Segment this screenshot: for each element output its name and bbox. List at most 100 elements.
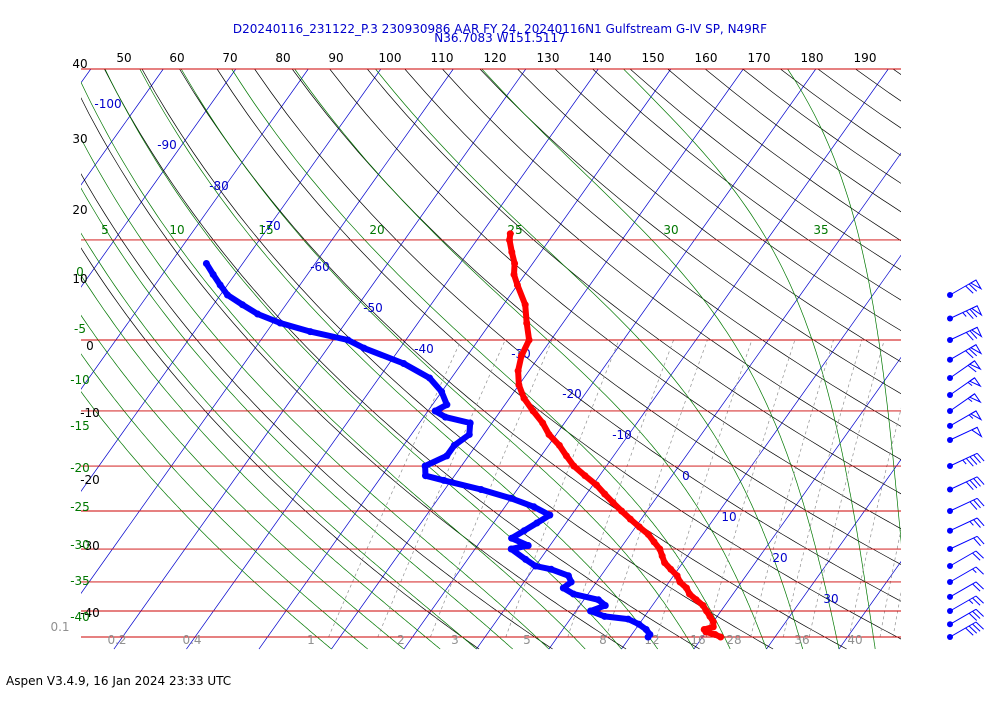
dry-adiabat-line [705, 69, 1000, 649]
temperature-profile-point [515, 367, 522, 374]
dewpoint-profile [206, 264, 650, 638]
mixing-ratio-label: 40 [847, 633, 862, 647]
dry-adiabat-line [931, 69, 1000, 649]
isotherm-label: 0 [682, 469, 690, 483]
wind-barb-half-feather [969, 415, 973, 419]
dry-adiabat-line [255, 69, 994, 649]
temperature-profile-point [651, 538, 658, 545]
dewpoint-profile-point [565, 572, 572, 579]
dewpoint-profile-point [467, 420, 474, 427]
top-axis-tick: 170 [748, 51, 771, 65]
top-axis-tick: 150 [642, 51, 665, 65]
mixing-ratio-line [706, 340, 795, 637]
temperature-profile-point [518, 352, 525, 359]
mixing-ratio-label: 16 [690, 633, 705, 647]
dewpoint-profile-point [508, 535, 515, 542]
mixing-ratio-line [329, 340, 462, 637]
mixing-ratio-label: 5 [523, 633, 531, 647]
dewpoint-profile-point [525, 542, 532, 549]
temperature-profile-point [601, 491, 608, 498]
moist-adiabat-label: -20 [70, 461, 90, 475]
isotherm-line [839, 69, 1000, 649]
moist-adiabat-line [0, 69, 331, 649]
dewpoint-profile-point [277, 320, 284, 327]
mixing-ratio-label: 1 [307, 633, 315, 647]
isotherm-line [404, 69, 816, 649]
temperature-profile-point [506, 237, 513, 244]
top-axis-tick: 130 [537, 51, 560, 65]
wind-barb [947, 345, 981, 363]
background-lines [0, 69, 1000, 649]
moist-adiabat-label: -10 [70, 373, 90, 387]
isotherm-line [476, 69, 888, 649]
wind-barb-half-feather [970, 521, 974, 525]
dewpoint-profile-point [568, 579, 575, 586]
moist-adiabat-label: -35 [70, 574, 90, 588]
wind-barb-half-feather [963, 313, 967, 317]
moist-adiabat-label: 15 [258, 223, 273, 237]
dewpoint-profile-point [432, 408, 439, 415]
wind-barb [947, 477, 984, 493]
isotherm-label: -40 [414, 342, 434, 356]
wind-barb [947, 280, 981, 298]
isotherm-label: 20 [772, 551, 787, 565]
wind-barb-feather [976, 567, 984, 574]
dry-adiabat-line [518, 69, 1000, 649]
dewpoint-profile-point [478, 486, 485, 493]
dewpoint-profile-point [533, 520, 540, 527]
wind-barb [947, 567, 984, 585]
wind-barb [947, 551, 984, 569]
wind-barb [947, 582, 984, 600]
dewpoint-profile-point [451, 442, 458, 449]
moist-adiabat-line [232, 69, 731, 649]
mixing-ratio-line [430, 340, 552, 637]
isotherm-line [0, 69, 381, 649]
moist-adiabat-line [2, 69, 477, 649]
dewpoint-profile-point [595, 596, 602, 603]
left-axis-tick: 30 [72, 132, 87, 146]
isotherm-line [694, 69, 1000, 649]
isotherm-label: -80 [209, 179, 229, 193]
mixing-ratio-label: 28 [726, 633, 741, 647]
dewpoint-profile-point [643, 626, 650, 633]
mixing-ratio-label: 0.4 [182, 633, 201, 647]
left-axis-tick: -10 [80, 406, 100, 420]
moist-adiabat-label: 35 [813, 223, 828, 237]
dewpoint-profile-point [254, 311, 261, 318]
wind-barb-half-feather [968, 398, 972, 401]
left-axis-tick: -20 [80, 473, 100, 487]
temperature-profile-point [701, 626, 708, 633]
wind-barb-half-feather [969, 600, 973, 604]
dewpoint-profile-point [210, 271, 217, 278]
isotherm-line [0, 69, 18, 649]
wind-barb [947, 327, 981, 343]
temperature-profile-point [526, 337, 533, 344]
moist-adiabat-label: -40 [70, 610, 90, 624]
moist-adiabat-line [181, 69, 694, 649]
dry-adiabat-line [29, 69, 552, 649]
dewpoint-profile-point [422, 463, 429, 470]
wind-barb-half-feather [963, 460, 967, 464]
moist-adiabat-label: -30 [70, 538, 90, 552]
dewpoint-profile-point [587, 608, 594, 615]
temperature-profile-point [508, 249, 515, 256]
temperature-profile-point [661, 559, 668, 566]
temperature-profile-point [667, 566, 674, 573]
dry-adiabat-line [968, 69, 1000, 649]
wind-barb [947, 427, 981, 443]
temperature-profile-point [521, 395, 528, 402]
temperature-profile-point [693, 596, 700, 603]
isotherm-line [0, 69, 91, 649]
mixing-ratio-line [809, 340, 884, 637]
temperature-profile-point [627, 516, 634, 523]
isotherm-line [984, 69, 1000, 649]
wind-barb-half-feather [968, 382, 972, 385]
dewpoint-profile-point [438, 388, 445, 395]
dewpoint-profile-point [522, 556, 529, 563]
isotherm-line [621, 69, 1000, 649]
temperature-profile-point [514, 282, 521, 289]
dewpoint-profile-point [560, 585, 567, 592]
dewpoint-profile-point [546, 512, 553, 519]
temperature-profile-point [507, 230, 514, 237]
dewpoint-profile-point [532, 563, 539, 570]
